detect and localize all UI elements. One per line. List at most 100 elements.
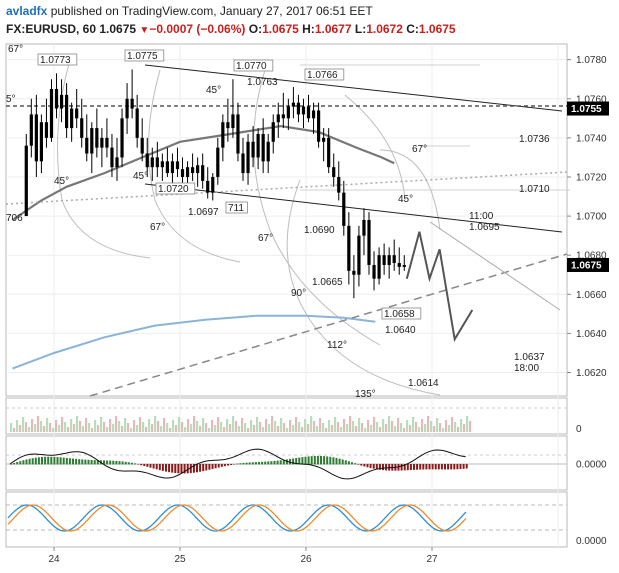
candle-body [44, 122, 49, 138]
macd-histogram-bar [65, 457, 68, 465]
annotation-label: 706 [6, 213, 23, 224]
volume-bar [217, 417, 220, 432]
candle-body [39, 122, 43, 162]
macd-histogram-bar [90, 459, 93, 465]
symbol-label[interactable]: FX:EURUSD, 60 [6, 22, 97, 36]
price-axis[interactable]: 1.07801.07601.07401.07201.07001.06801.06… [567, 55, 607, 379]
candle-body [246, 141, 250, 174]
volume-bar [106, 427, 109, 432]
macd-histogram-bar [295, 457, 298, 465]
macd-histogram-bar [378, 464, 381, 470]
macd-histogram-bar [19, 461, 22, 465]
volume-bar [397, 418, 400, 432]
macd-histogram-bar [344, 460, 347, 465]
volume-bar [157, 421, 160, 432]
candle-body [165, 161, 169, 174]
candle [392, 239, 396, 271]
volume-bar [28, 427, 31, 432]
macd-histogram-bar [41, 457, 43, 465]
candle-body [90, 128, 94, 154]
volume-bar [430, 421, 433, 432]
candle-body [206, 180, 210, 193]
open-label: O: [248, 22, 263, 36]
macd-histogram-bar [276, 460, 279, 465]
macd-pane: 0.0000 [6, 448, 607, 480]
macd-histogram-bar [270, 461, 273, 465]
candle [291, 87, 295, 119]
volume-bar [337, 422, 340, 432]
volume-bar [202, 418, 205, 432]
volume-bar [199, 426, 202, 432]
candle [251, 126, 255, 168]
volume-bar [76, 416, 79, 432]
volume-bar [49, 423, 52, 432]
candle-body [382, 255, 386, 265]
macd-histogram-bar [103, 460, 105, 465]
volume-bar [142, 422, 145, 432]
macd-histogram-bar [227, 464, 229, 466]
candle-body [296, 102, 301, 115]
candle [211, 173, 215, 201]
price-badges: 1.0755 1.0675 [567, 101, 609, 272]
annotation-label: 1.0640 [385, 325, 416, 336]
volume-bar [385, 424, 388, 432]
candle-body [125, 98, 129, 119]
volume-bar [64, 422, 67, 432]
annotation-label: 67° [150, 222, 165, 233]
candle [206, 167, 210, 199]
volume-bar [283, 423, 286, 432]
candle-body [266, 141, 270, 162]
candle-body [211, 176, 215, 193]
candle-body [377, 255, 381, 279]
candle [246, 133, 250, 185]
volume-bar [232, 416, 235, 432]
macd-histogram-bar [140, 464, 143, 466]
macd-histogram-bar [453, 464, 456, 470]
published-text: published on TradingView.com, January 27… [50, 4, 373, 18]
author-link[interactable]: avladfx [6, 4, 48, 18]
annotation-label: 45° [206, 85, 221, 96]
macd-histogram-bar [211, 464, 214, 469]
volume-bar [154, 416, 157, 432]
candle [155, 141, 159, 177]
time-axis[interactable]: 2425262730 [48, 547, 619, 565]
candle-body [100, 137, 104, 148]
volume-bar [196, 421, 199, 432]
volume-bar [130, 428, 133, 432]
macd-histogram-bar [329, 456, 332, 465]
macd-histogram-bar [258, 461, 260, 465]
candle [382, 243, 386, 275]
candle [115, 137, 119, 181]
volume-bar [118, 421, 121, 432]
macd-histogram-bar [251, 462, 254, 465]
volume-bar [208, 428, 211, 432]
candle-body [120, 118, 124, 158]
macd-histogram-bar [382, 464, 384, 471]
candle [372, 251, 376, 291]
annotation-label: 67° [412, 144, 427, 155]
candle-body [271, 122, 275, 142]
down-arrow-icon: ▼ [139, 25, 150, 36]
macd-histogram-bar [310, 456, 313, 465]
macd-histogram-bar [149, 464, 152, 468]
macd-histogram-bar [37, 457, 40, 465]
candle [402, 255, 406, 271]
macd-histogram-bar [304, 456, 307, 465]
candle-body [191, 167, 195, 174]
volume-bar [424, 424, 427, 432]
macd-histogram-bar [267, 461, 270, 465]
candle [311, 102, 316, 134]
volume-bar [319, 418, 322, 432]
volume-bar [427, 416, 430, 432]
annotation-label: 1.0695 [469, 222, 500, 233]
macd-histogram-bar [62, 457, 65, 465]
macd-histogram-bar [307, 456, 310, 465]
stoch-k-line [7, 504, 467, 532]
candle-body [216, 147, 220, 177]
volume-bar [388, 416, 391, 432]
volume-bar [334, 417, 337, 432]
volume-bar [322, 423, 325, 432]
candle-body [29, 114, 33, 146]
grid-lines [6, 44, 567, 547]
